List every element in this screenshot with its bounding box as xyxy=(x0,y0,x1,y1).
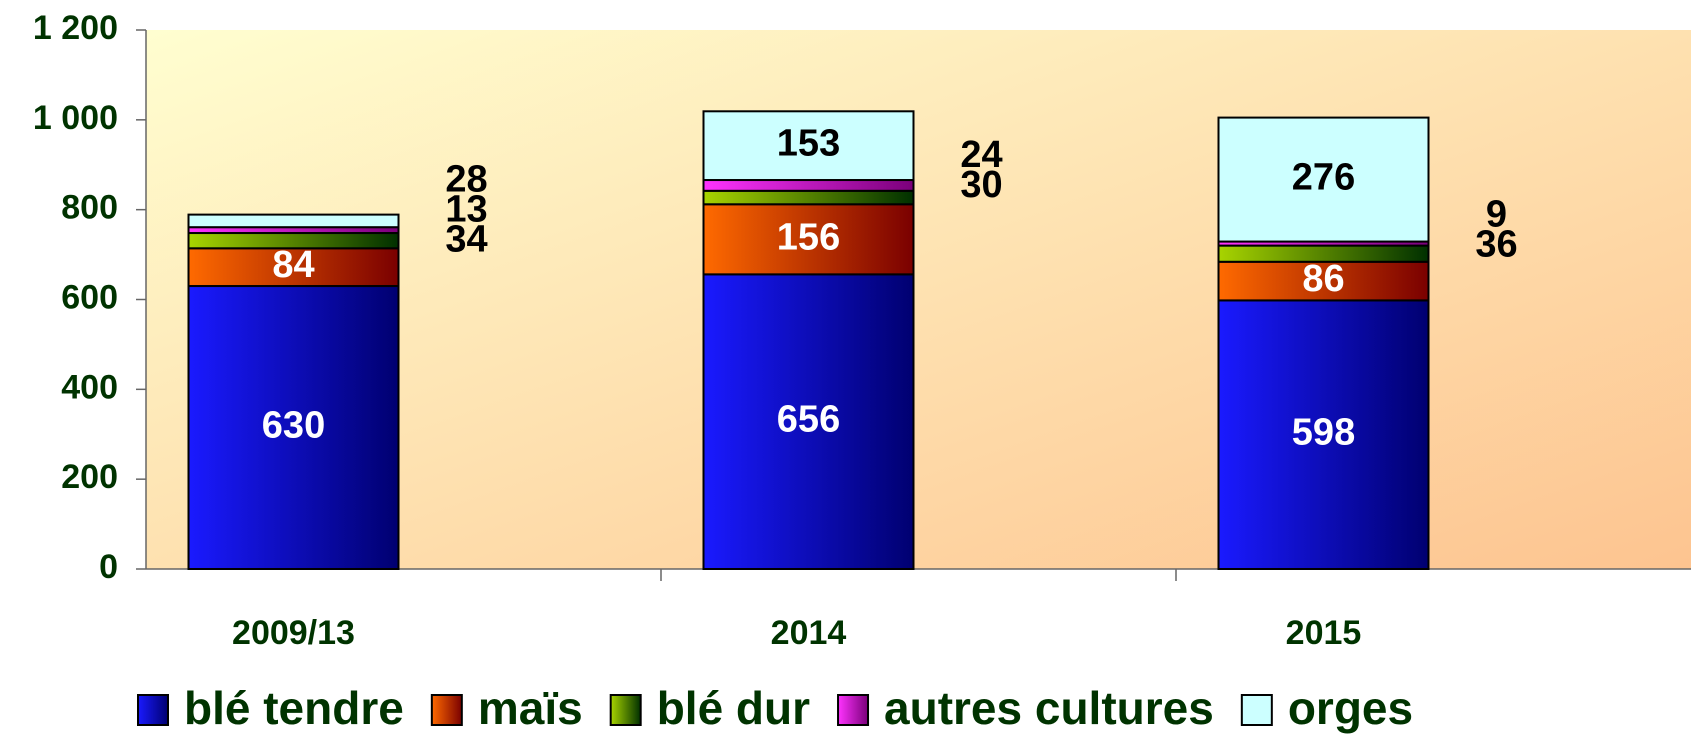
data-label: 630 xyxy=(262,405,325,447)
bar-segment xyxy=(702,203,915,276)
y-tick-label: 200 xyxy=(61,458,118,496)
legend-label: blé tendre xyxy=(184,682,404,734)
data-label: 9 xyxy=(1486,194,1507,236)
bar-segment xyxy=(187,232,400,250)
y-tick-label: 600 xyxy=(61,278,118,316)
legend-swatch xyxy=(609,694,642,726)
data-label: 13 xyxy=(445,188,487,230)
legend-label: maïs xyxy=(478,682,583,734)
data-label: 24 xyxy=(960,134,1002,176)
x-tick-label: 2014 xyxy=(771,614,847,652)
bar-segment xyxy=(702,179,915,192)
bar-segment xyxy=(1217,116,1430,243)
data-label: 86 xyxy=(1302,258,1344,300)
y-tick-label: 1 000 xyxy=(33,99,118,137)
data-label: 598 xyxy=(1292,412,1355,454)
data-label: 156 xyxy=(777,216,840,258)
legend-swatch xyxy=(430,694,463,726)
y-tick-label: 400 xyxy=(61,368,118,406)
bar-segment xyxy=(1217,299,1430,570)
bar-segment xyxy=(702,189,915,206)
y-tick-label: 0 xyxy=(99,548,118,586)
data-label: 36 xyxy=(1475,224,1517,266)
data-label: 28 xyxy=(445,158,487,200)
bar-segment xyxy=(1217,244,1430,263)
legend-swatch xyxy=(837,694,870,726)
legend-label: orges xyxy=(1288,682,1413,734)
data-label: 34 xyxy=(445,218,487,260)
x-tick-label: 2015 xyxy=(1286,614,1362,652)
bar-segment xyxy=(1217,260,1430,302)
bar-segment xyxy=(187,247,400,288)
y-tick-label: 1 200 xyxy=(33,9,118,47)
plot-background xyxy=(146,30,1691,569)
data-label: 656 xyxy=(777,399,840,441)
x-tick-label: 2009/13 xyxy=(232,614,355,652)
data-label: 30 xyxy=(960,164,1002,206)
legend-label: blé dur xyxy=(657,682,810,734)
bar-segment xyxy=(702,110,915,182)
data-label: 153 xyxy=(777,123,840,165)
data-label: 276 xyxy=(1292,157,1355,199)
y-tick-label: 800 xyxy=(61,189,118,227)
bar-segment xyxy=(187,285,400,570)
legend-swatch xyxy=(137,694,169,726)
legend-label: autres cultures xyxy=(884,682,1214,734)
bar-segment xyxy=(187,213,400,229)
legend-swatch xyxy=(1240,694,1273,726)
data-label: 84 xyxy=(272,244,314,286)
bar-segment xyxy=(702,273,915,570)
